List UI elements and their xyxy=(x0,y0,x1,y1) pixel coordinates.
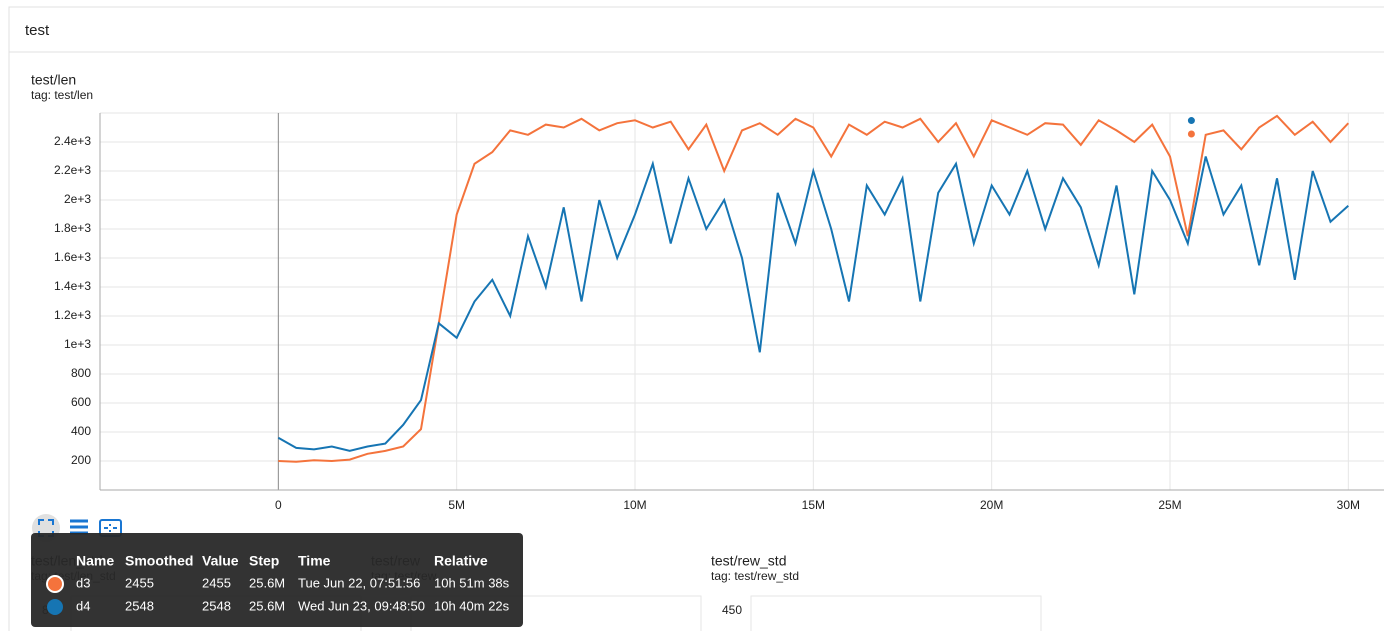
y-tick-label: 2.2e+3 xyxy=(54,163,91,177)
plot: 200 400 600 800 1e+3 1.2e+3 1.4e+3 1.6e+3 1.8e+3… xyxy=(54,112,1384,512)
tooltip: Name Smoothed Value Step Time Relative d3 2455 2… xyxy=(31,533,523,627)
x-tick-label: 15M xyxy=(802,498,825,512)
hover-point xyxy=(1187,117,1195,125)
tooltip-cell: 25.6M xyxy=(249,575,285,590)
tooltip-header: Step xyxy=(249,553,279,569)
tooltip-cell: Tue Jun 22, 07:51:56 xyxy=(298,575,420,590)
tooltip-header: Name xyxy=(76,553,114,569)
tooltip-header: Value xyxy=(202,553,239,569)
tooltip-cell: 2548 xyxy=(125,598,154,613)
tooltip-swatch xyxy=(47,599,63,615)
y-tick-label: 1.8e+3 xyxy=(54,221,91,235)
y-tick-label: 600 xyxy=(71,395,91,409)
y-tick-label: 2.4e+3 xyxy=(54,134,91,148)
y-tick-label: 400 xyxy=(71,424,91,438)
group-title[interactable]: test xyxy=(25,22,50,39)
tooltip-cell: 2548 xyxy=(202,598,231,613)
y-tick-label: 800 xyxy=(71,366,91,380)
fullscreen-icon xyxy=(38,519,54,537)
tooltip-swatch xyxy=(46,575,64,593)
y-tick-label: 1.2e+3 xyxy=(54,308,91,322)
y-tick-label: 2e+3 xyxy=(64,192,91,206)
x-tick-label: 20M xyxy=(980,498,1003,512)
series-line xyxy=(278,114,1350,463)
card-plot xyxy=(750,595,1042,631)
tooltip-header: Smoothed xyxy=(125,553,193,569)
tooltip-header: Time xyxy=(298,553,331,569)
tooltip-cell: 25.6M xyxy=(249,598,285,613)
tooltip-cell: 10h 51m 38s xyxy=(434,575,510,590)
fit-domain-icon xyxy=(104,524,117,532)
tooltip-cell: d3 xyxy=(76,575,90,590)
x-tick-label: 25M xyxy=(1158,498,1181,512)
card-subtitle: tag: test/rew_std xyxy=(711,569,799,583)
y-tick-label: 1e+3 xyxy=(64,337,91,351)
tooltip-header: Relative xyxy=(434,553,488,569)
card xyxy=(8,6,1384,631)
y-tick-label: 450 xyxy=(722,603,742,617)
x-tick-label: 10M xyxy=(623,498,646,512)
tooltip-cell: 2455 xyxy=(125,575,154,590)
y-tick-label: 1.6e+3 xyxy=(54,250,91,264)
y-tick-label: 1.4e+3 xyxy=(54,279,91,293)
tooltip-cell: 2455 xyxy=(202,575,231,590)
hover-point xyxy=(1187,130,1195,138)
card-title: test/rew_std xyxy=(711,553,786,569)
series-line xyxy=(277,156,1349,452)
x-tick-label: 0 xyxy=(275,498,282,512)
chart-subtitle: tag: test/len xyxy=(31,88,93,102)
x-tick-label: 5M xyxy=(448,498,465,512)
chart-title: test/len xyxy=(31,72,76,88)
tooltip-cell: 10h 40m 22s xyxy=(434,598,510,613)
tooltip-box xyxy=(31,533,523,627)
tooltip-cell: Wed Jun 23, 09:48:50 xyxy=(298,598,425,613)
y-tick-label: 200 xyxy=(71,453,91,467)
tooltip-cell: d4 xyxy=(76,598,90,613)
x-tick-label: 30M xyxy=(1337,498,1360,512)
